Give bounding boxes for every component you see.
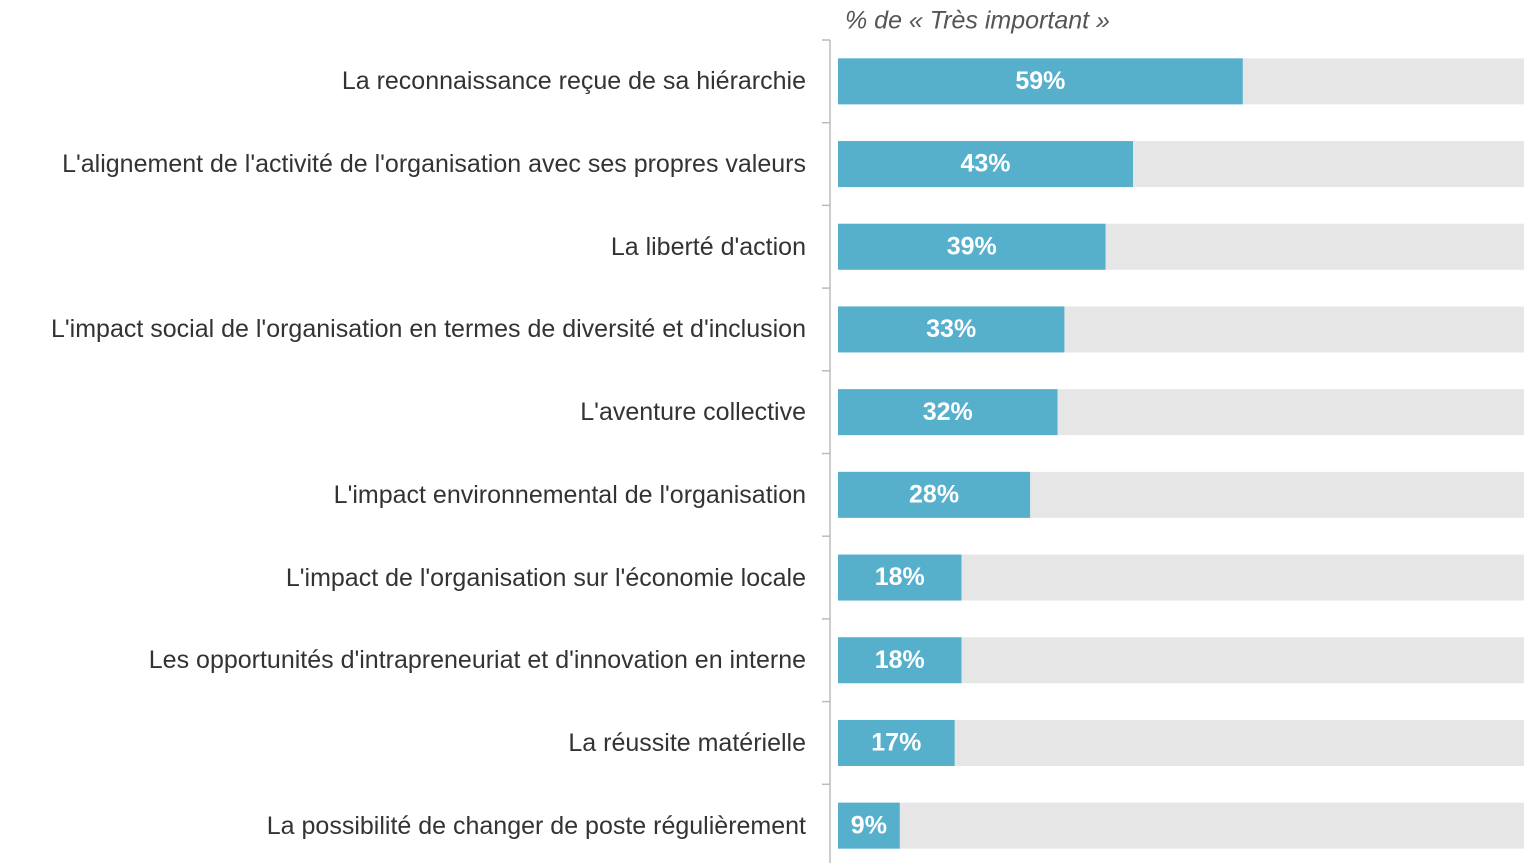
category-label: L'impact environnemental de l'organisati… [333, 480, 806, 509]
bar [838, 802, 900, 849]
value-label: 39% [947, 232, 997, 260]
bar [838, 223, 1106, 270]
bar [838, 471, 1031, 518]
bar [838, 389, 1058, 436]
category-label: Les opportunités d'intrapreneuriat et d'… [148, 646, 806, 675]
value-label: 18% [875, 646, 925, 674]
bar-track [838, 802, 1524, 849]
value-label: 43% [960, 150, 1010, 178]
category-label: La reconnaissance reçue de sa hiérarchie [341, 67, 806, 96]
value-label: 32% [923, 398, 973, 426]
value-label: 59% [1015, 67, 1065, 95]
category-label: L'alignement de l'activité de l'organisa… [62, 150, 806, 179]
bar [838, 719, 955, 766]
category-label: La réussite matérielle [568, 728, 806, 757]
category-label: L'impact de l'organisation sur l'économi… [285, 563, 806, 592]
chart-title: % de « Très important » [845, 7, 1110, 35]
category-label: La possibilité de changer de poste régul… [266, 811, 806, 840]
bar [838, 306, 1065, 353]
bar [838, 58, 1243, 105]
category-label: L'impact social de l'organisation en ter… [51, 315, 806, 344]
bar [838, 637, 962, 684]
value-label: 9% [851, 811, 887, 839]
value-label: 17% [871, 729, 921, 757]
value-label: 18% [875, 563, 925, 591]
bar [838, 554, 962, 601]
category-label: L'aventure collective [580, 398, 806, 427]
value-label: 28% [909, 480, 959, 508]
value-label: 33% [926, 315, 976, 343]
category-label: La liberté d'action [610, 232, 806, 261]
bar [838, 141, 1133, 188]
